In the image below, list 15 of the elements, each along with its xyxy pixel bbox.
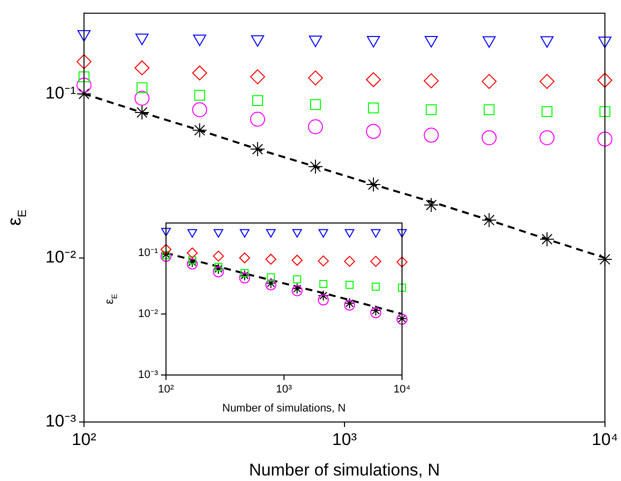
y-tick-label: 10⁻³ — [45, 412, 76, 431]
x-tick-label: 10² — [72, 430, 97, 449]
x-axis-title: Number of simulations, N — [249, 460, 440, 480]
y-tick-label: 10⁻³ — [138, 369, 158, 382]
y-tick-label: 10⁻¹ — [138, 247, 158, 260]
x-tick-label: 10⁴ — [592, 430, 618, 449]
x-tick-label: 10² — [158, 384, 174, 396]
y-tick-label: 10⁻² — [45, 248, 76, 267]
y-tick-label: 10⁻¹ — [45, 84, 76, 103]
x-tick-label: 10³ — [332, 430, 358, 449]
x-axis-title: Number of simulations, N — [222, 402, 346, 414]
x-tick-label: 10⁴ — [394, 384, 411, 396]
y-tick-label: 10⁻² — [138, 308, 158, 320]
x-tick-label: 10³ — [276, 384, 292, 396]
y-axis-title: εE — [3, 209, 30, 226]
